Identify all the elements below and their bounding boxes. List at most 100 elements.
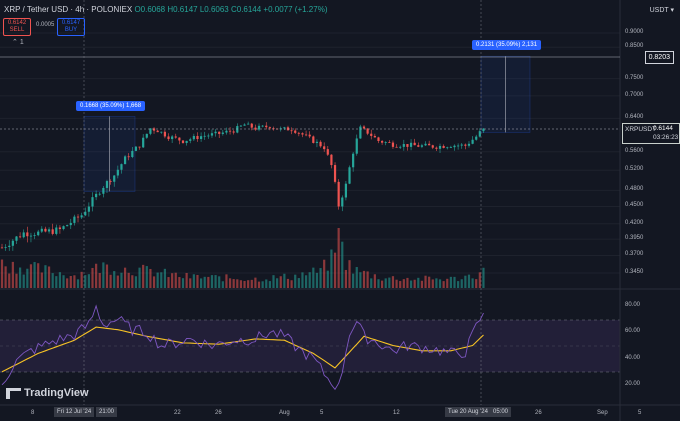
symbol-header[interactable]: XRP / Tether USD · 4h · POLONIEX O0.6068… bbox=[4, 5, 327, 14]
volume-bar bbox=[171, 273, 174, 288]
volume-bar bbox=[47, 266, 51, 288]
volume-bar bbox=[402, 279, 405, 288]
candle-body bbox=[11, 240, 14, 246]
sell-label: SELL bbox=[9, 27, 25, 33]
price-tag-value: 0.6144 bbox=[653, 125, 673, 132]
candle-body bbox=[66, 225, 69, 227]
volume-bar bbox=[174, 272, 177, 288]
candle-body bbox=[145, 133, 148, 138]
volume-bar bbox=[145, 266, 148, 288]
volume-bar bbox=[370, 278, 373, 288]
volume-bar bbox=[181, 278, 185, 288]
candle-body bbox=[482, 128, 485, 132]
price-tick-label: 0.3950 bbox=[625, 235, 644, 242]
candle-body bbox=[171, 136, 174, 140]
candle-body bbox=[243, 124, 246, 126]
candle-body bbox=[344, 183, 347, 198]
candle-body bbox=[381, 141, 384, 143]
volume-bar bbox=[156, 272, 159, 288]
volume-bar bbox=[362, 270, 366, 288]
volume-bar bbox=[467, 274, 471, 288]
collapse-indicator[interactable]: ⌃ 1 bbox=[12, 38, 24, 46]
volume-bar bbox=[207, 276, 210, 288]
measure-callout-2[interactable]: 0.2131 (35.09%) 2,131 bbox=[472, 40, 542, 50]
volume-bar bbox=[319, 268, 322, 288]
volume-bar bbox=[424, 275, 427, 288]
volume-bar bbox=[37, 263, 40, 288]
volume-bar bbox=[279, 276, 282, 288]
volume-bar bbox=[344, 269, 347, 288]
volume-bar bbox=[312, 267, 315, 288]
volume-bar bbox=[431, 279, 434, 288]
volume-bar bbox=[366, 271, 369, 288]
time-tag-date-1: Fri 12 Jul '24 bbox=[54, 407, 95, 417]
candle-body bbox=[142, 137, 145, 148]
candle-body bbox=[449, 147, 452, 148]
candle-body bbox=[163, 131, 166, 137]
volume-bar bbox=[163, 268, 166, 288]
volume-bar bbox=[417, 277, 420, 288]
volume-bar bbox=[283, 273, 286, 288]
volume-bar bbox=[286, 278, 290, 288]
candle-body bbox=[156, 130, 159, 133]
candle-body bbox=[446, 147, 449, 149]
volume-bar bbox=[131, 275, 134, 288]
volume-bar bbox=[69, 275, 72, 288]
volume-bar bbox=[178, 277, 181, 288]
volume-bar bbox=[185, 272, 188, 288]
sell-button[interactable]: 0.6142 SELL bbox=[3, 18, 31, 36]
volume-bar bbox=[395, 279, 398, 288]
volume-bar bbox=[95, 263, 98, 288]
candle-body bbox=[261, 125, 264, 127]
tradingview-logo[interactable]: TradingView bbox=[6, 387, 89, 399]
candle-body bbox=[152, 128, 156, 131]
price-tick-label: 0.4800 bbox=[625, 186, 644, 193]
currency-selector[interactable]: USDT ▾ bbox=[650, 6, 674, 14]
volume-bar bbox=[409, 280, 413, 288]
measure-tools[interactable] bbox=[83, 55, 531, 192]
volume-bar bbox=[247, 280, 250, 288]
candle-body bbox=[475, 136, 478, 140]
candle-body bbox=[239, 125, 243, 127]
candle-body bbox=[232, 131, 235, 133]
volume-bar bbox=[464, 275, 467, 288]
candle-body bbox=[200, 136, 203, 140]
volume-bar bbox=[33, 262, 36, 288]
candle-body bbox=[26, 232, 29, 237]
candle-body bbox=[127, 156, 130, 158]
candle-body bbox=[297, 132, 300, 134]
measure-callout-1[interactable]: 0.1668 (35.09%) 1,668 bbox=[76, 101, 146, 111]
volume-bar bbox=[294, 274, 297, 288]
candle-body bbox=[308, 134, 311, 137]
volume-bar bbox=[26, 268, 29, 288]
time-tick-label: 8 bbox=[31, 410, 35, 416]
candle-body bbox=[431, 145, 434, 148]
volume-bar bbox=[254, 277, 257, 288]
volume-bar bbox=[359, 272, 362, 288]
candle-body bbox=[214, 131, 217, 134]
candle-body bbox=[428, 143, 431, 146]
indicator-count: 1 bbox=[19, 39, 24, 46]
chevron-up-icon: ⌃ bbox=[12, 39, 18, 46]
candle-body bbox=[181, 140, 185, 143]
candle-body bbox=[221, 132, 224, 134]
symbol-title[interactable]: XRP / Tether USD · 4h · POLONIEX bbox=[4, 5, 133, 14]
candle-body bbox=[417, 145, 420, 147]
candle-body bbox=[370, 133, 373, 136]
candle-body bbox=[424, 143, 427, 146]
buy-label: BUY bbox=[64, 27, 78, 33]
candle-body bbox=[109, 181, 112, 182]
candle-body bbox=[192, 135, 195, 140]
tradingview-icon bbox=[6, 387, 21, 399]
candle-body bbox=[44, 228, 47, 232]
candle-body bbox=[283, 127, 286, 129]
volume-bar bbox=[471, 278, 474, 288]
volume-bar bbox=[355, 267, 358, 288]
candle-body bbox=[95, 193, 98, 198]
price-tick-label: 0.5600 bbox=[625, 147, 644, 154]
buy-button[interactable]: 0.6147 BUY bbox=[57, 18, 85, 36]
volume-bar bbox=[22, 274, 25, 288]
volume-bar bbox=[19, 267, 22, 288]
volume-bar bbox=[341, 241, 344, 288]
